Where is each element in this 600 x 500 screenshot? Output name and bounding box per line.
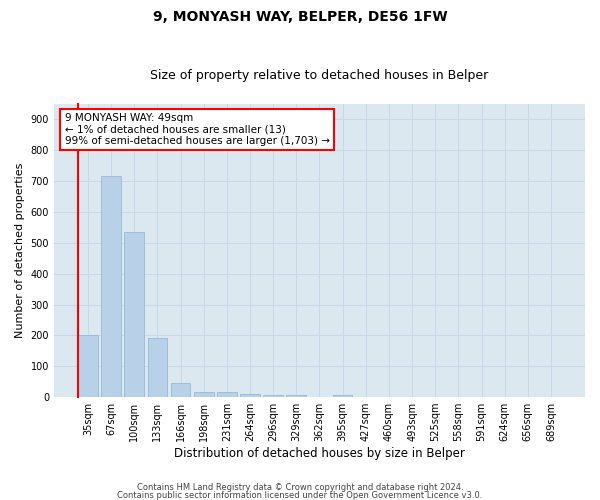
Bar <box>194 392 214 397</box>
Bar <box>333 395 352 397</box>
Bar <box>240 394 260 397</box>
Text: Contains public sector information licensed under the Open Government Licence v3: Contains public sector information licen… <box>118 490 482 500</box>
Bar <box>101 176 121 397</box>
Bar <box>148 338 167 397</box>
Bar <box>263 394 283 397</box>
Text: 9, MONYASH WAY, BELPER, DE56 1FW: 9, MONYASH WAY, BELPER, DE56 1FW <box>152 10 448 24</box>
Bar <box>78 336 98 397</box>
Bar <box>170 383 190 397</box>
Y-axis label: Number of detached properties: Number of detached properties <box>15 163 25 338</box>
Bar <box>124 232 144 397</box>
Title: Size of property relative to detached houses in Belper: Size of property relative to detached ho… <box>151 69 488 82</box>
Bar <box>217 392 236 397</box>
Bar <box>286 395 306 397</box>
Text: Contains HM Land Registry data © Crown copyright and database right 2024.: Contains HM Land Registry data © Crown c… <box>137 484 463 492</box>
X-axis label: Distribution of detached houses by size in Belper: Distribution of detached houses by size … <box>174 447 465 460</box>
Text: 9 MONYASH WAY: 49sqm
← 1% of detached houses are smaller (13)
99% of semi-detach: 9 MONYASH WAY: 49sqm ← 1% of detached ho… <box>65 113 329 146</box>
